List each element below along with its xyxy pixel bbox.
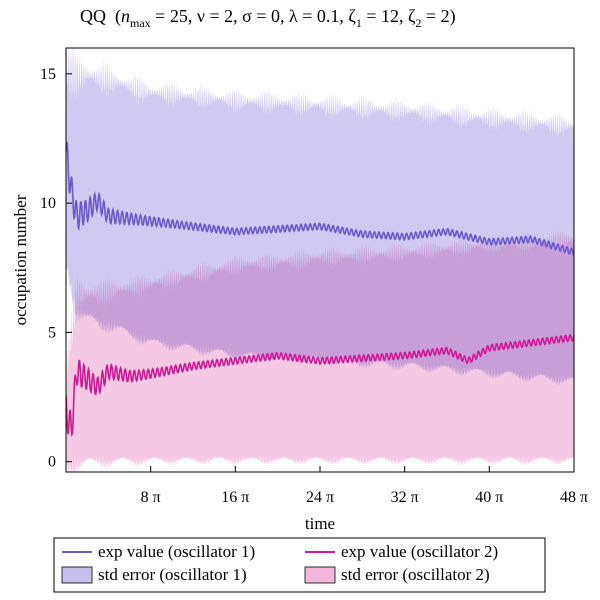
title-part: n	[121, 6, 130, 26]
x-tick-label: 16 π	[221, 489, 249, 506]
title-part: 2	[415, 16, 421, 30]
exp-value-line-1	[66, 141, 574, 256]
legend-item: std error (oscillator 1)	[61, 565, 247, 584]
title-part: 1	[356, 16, 362, 30]
x-tick-label: 24 π	[306, 489, 334, 506]
legend-label: exp value (oscillator 2)	[341, 542, 498, 561]
legend-label: std error (oscillator 2)	[341, 565, 490, 584]
x-axis-label: time	[305, 514, 335, 533]
y-tick-label: 15	[40, 66, 56, 83]
y-tick-label: 0	[48, 454, 56, 471]
legend-frame	[53, 537, 546, 593]
legend-label: exp value (oscillator 1)	[98, 542, 255, 561]
legend-item: exp value (oscillator 2)	[305, 542, 498, 561]
chart-title: QQ (nmax = 25, ν = 2, σ = 0, λ = 0.1, ζ1 …	[80, 6, 456, 30]
legend-item: std error (oscillator 2)	[304, 565, 490, 584]
x-tick-label: 32 π	[391, 489, 419, 506]
legend-label: std error (oscillator 1)	[98, 565, 247, 584]
legend-item: exp value (oscillator 1)	[62, 542, 255, 561]
x-tick-label: 40 π	[475, 489, 503, 506]
plot-area: 8 π 16 π 24 π 32 π 40 π 48 π 0 5 10 15	[40, 47, 588, 506]
title-part: max	[130, 16, 151, 30]
y-tick-label: 10	[40, 195, 56, 212]
legend-box-swatch	[61, 566, 93, 584]
exp-value-line-2	[66, 333, 574, 438]
title-part: = 12, ζ	[362, 6, 416, 26]
title-prefix: QQ	[80, 6, 106, 26]
std-error-band-2	[66, 228, 574, 472]
y-axis-label: occupation number	[11, 194, 30, 325]
title-part: (	[115, 6, 121, 27]
title-part: = 2)	[421, 6, 455, 27]
title-part: = 25, ν = 2, σ = 0, λ = 0.1, ζ	[151, 6, 357, 26]
legend: exp value (oscillator 1) exp value (oscil…	[53, 537, 546, 593]
x-tick-label: 8 π	[141, 489, 161, 506]
legend-box-swatch	[304, 566, 336, 584]
x-tick-label: 48 π	[560, 489, 588, 506]
y-tick-label: 5	[48, 324, 56, 341]
